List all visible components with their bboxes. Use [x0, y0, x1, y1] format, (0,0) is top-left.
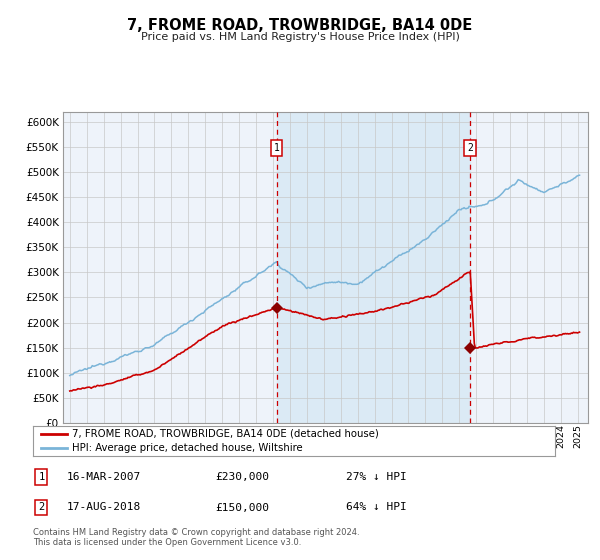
Text: Price paid vs. HM Land Registry's House Price Index (HPI): Price paid vs. HM Land Registry's House …: [140, 32, 460, 42]
Bar: [277, 112, 470, 423]
Text: 27% ↓ HPI: 27% ↓ HPI: [346, 472, 407, 482]
Text: 16-MAR-2007: 16-MAR-2007: [67, 472, 141, 482]
Text: Contains HM Land Registry data © Crown copyright and database right 2024.
This d: Contains HM Land Registry data © Crown c…: [33, 528, 359, 547]
Text: 2: 2: [467, 143, 473, 153]
Text: 2: 2: [38, 502, 44, 512]
Text: £230,000: £230,000: [216, 472, 270, 482]
Text: 1: 1: [38, 472, 44, 482]
Text: 7, FROME ROAD, TROWBRIDGE, BA14 0DE: 7, FROME ROAD, TROWBRIDGE, BA14 0DE: [127, 18, 473, 33]
Text: 1: 1: [274, 143, 280, 153]
Text: 7, FROME ROAD, TROWBRIDGE, BA14 0DE (detached house): 7, FROME ROAD, TROWBRIDGE, BA14 0DE (det…: [72, 429, 379, 439]
Text: 17-AUG-2018: 17-AUG-2018: [67, 502, 141, 512]
Text: £150,000: £150,000: [216, 502, 270, 512]
Text: 64% ↓ HPI: 64% ↓ HPI: [346, 502, 407, 512]
Text: HPI: Average price, detached house, Wiltshire: HPI: Average price, detached house, Wilt…: [72, 443, 303, 453]
